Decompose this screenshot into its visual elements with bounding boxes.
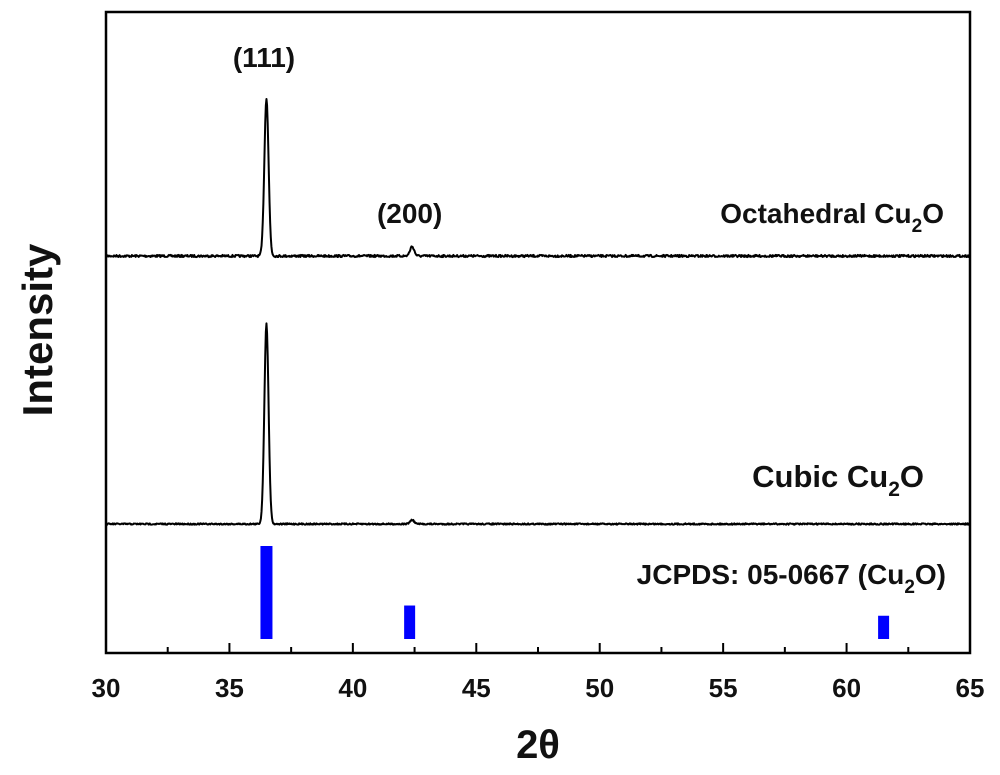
series-label-cubic: Cubic Cu2O <box>752 459 924 501</box>
x-tick-label: 45 <box>462 673 491 703</box>
reference-bars <box>260 546 890 639</box>
reference-bar <box>404 605 416 639</box>
series-label-octahedral: Octahedral Cu2O <box>720 198 944 237</box>
x-tick-label: 30 <box>92 673 121 703</box>
x-tick-label: 35 <box>215 673 244 703</box>
x-tick-label: 40 <box>338 673 367 703</box>
trace-octahedral <box>105 98 971 259</box>
x-tick-label: 65 <box>956 673 985 703</box>
reference-bar <box>878 615 890 639</box>
traces <box>105 98 971 526</box>
x-axis-ticks <box>105 643 971 653</box>
trace-cubic <box>105 322 971 526</box>
x-axis-tick-labels: 30 35 40 45 50 55 60 65 <box>92 673 985 703</box>
reference-label: JCPDS: 05-0667 (Cu2O) <box>637 559 946 598</box>
annotation-111: (111) <box>233 42 295 73</box>
x-tick-label: 55 <box>709 673 738 703</box>
y-axis-label: Intensity <box>14 243 61 416</box>
annotation-200: (200) <box>377 198 442 229</box>
plot-frame <box>104 10 972 655</box>
x-axis-label: 2θ <box>516 723 560 767</box>
x-tick-label: 60 <box>832 673 861 703</box>
reference-bar <box>260 546 273 639</box>
x-tick-label: 50 <box>585 673 614 703</box>
